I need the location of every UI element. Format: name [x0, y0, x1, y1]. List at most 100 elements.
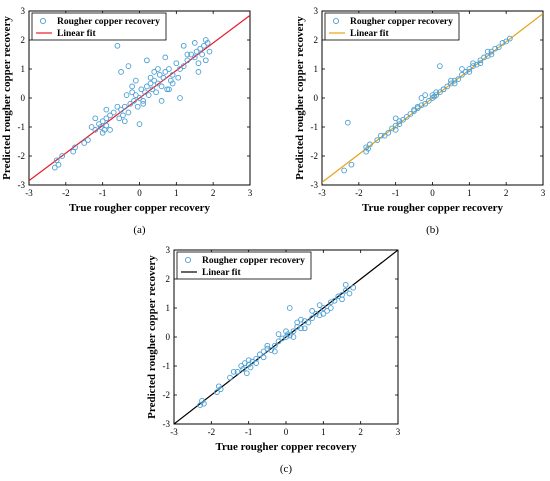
data-point	[204, 40, 211, 46]
data-point	[132, 77, 139, 84]
data-point	[348, 161, 355, 168]
data-point	[173, 60, 180, 67]
x-tick-label: -2	[62, 188, 70, 198]
data-point	[268, 347, 274, 353]
legend-marker	[184, 256, 192, 264]
x-tick-label: -1	[392, 188, 400, 198]
data-point	[381, 132, 388, 139]
data-point	[201, 400, 207, 407]
data-point	[407, 111, 414, 117]
data-point	[339, 296, 345, 303]
data-point	[206, 48, 213, 55]
data-point	[275, 331, 282, 337]
data-point	[437, 63, 443, 69]
data-point	[283, 328, 289, 335]
data-point	[327, 299, 334, 306]
data-point	[418, 95, 425, 101]
data-point	[290, 334, 297, 340]
data-point	[184, 51, 191, 58]
data-point	[99, 129, 106, 136]
data-point	[400, 116, 406, 123]
data-point	[175, 74, 182, 81]
data-point	[155, 66, 161, 72]
data-point	[286, 305, 293, 311]
data-point	[363, 148, 370, 155]
data-point	[169, 71, 176, 78]
data-point	[253, 360, 259, 366]
data-point	[367, 141, 373, 148]
data-point	[342, 287, 349, 294]
data-point	[242, 360, 248, 366]
data-point	[492, 45, 498, 52]
data-point	[260, 354, 267, 361]
data-point	[240, 366, 246, 372]
legend-box	[31, 12, 167, 41]
data-point	[286, 332, 293, 339]
data-point	[470, 60, 476, 67]
data-point	[238, 363, 245, 369]
data-point	[177, 95, 183, 101]
y-tick-label: -3	[163, 419, 171, 429]
y-tick-label: -1	[311, 122, 319, 132]
data-point	[481, 54, 487, 61]
data-point	[110, 109, 117, 116]
data-point	[422, 100, 428, 107]
panel-label: (a)	[133, 224, 146, 236]
data-point	[459, 66, 465, 72]
data-point	[466, 69, 473, 75]
data-point	[264, 342, 271, 349]
data-point	[243, 370, 250, 377]
data-point	[403, 113, 410, 120]
data-point	[245, 357, 252, 364]
data-point	[158, 98, 165, 104]
data-point	[142, 89, 148, 96]
data-point	[477, 57, 484, 64]
data-point	[503, 38, 510, 45]
panel-label: (c)	[280, 463, 293, 475]
data-point	[92, 115, 99, 122]
x-axis-label: True rougher copper recovery	[215, 441, 357, 453]
data-point	[283, 334, 289, 340]
y-tick-label: -1	[163, 361, 171, 371]
data-point	[127, 100, 134, 107]
data-point	[144, 57, 150, 64]
y-tick-label: 2	[314, 35, 319, 45]
x-tick-label: 2	[504, 188, 509, 198]
data-point	[396, 121, 403, 127]
data-point	[324, 308, 330, 314]
data-point	[466, 66, 473, 72]
x-tick-label: 0	[284, 427, 289, 437]
data-point	[147, 80, 154, 87]
y-tick-label: -2	[18, 151, 26, 161]
y-tick-label: 3	[314, 6, 319, 16]
data-point	[313, 310, 319, 317]
data-point	[107, 112, 113, 119]
data-point	[201, 42, 207, 49]
data-point	[191, 54, 198, 61]
chart-panel-2: -3 -2 -1 0 1 2 3 -3 -2 -1 0 1 2 3 Rougher copper recov…	[294, 6, 546, 236]
data-point	[149, 86, 156, 93]
data-point	[121, 103, 128, 110]
data-point	[488, 48, 495, 55]
data-point	[136, 95, 143, 101]
data-point	[147, 74, 154, 81]
data-point	[129, 83, 135, 90]
data-point	[138, 86, 145, 93]
data-point	[396, 118, 403, 125]
data-point	[151, 69, 158, 75]
y-tick-label: 0	[21, 93, 26, 103]
y-tick-label: -3	[311, 180, 319, 190]
data-point	[374, 137, 381, 143]
data-point	[418, 102, 425, 109]
data-point	[342, 281, 349, 288]
data-point	[499, 40, 506, 46]
data-point	[59, 153, 66, 159]
data-point	[495, 44, 502, 51]
data-point	[160, 74, 167, 81]
data-point	[433, 89, 440, 96]
data-point	[247, 364, 254, 371]
data-point	[275, 338, 282, 345]
data-point	[294, 319, 301, 326]
data-point	[153, 89, 159, 96]
data-point	[327, 305, 334, 311]
